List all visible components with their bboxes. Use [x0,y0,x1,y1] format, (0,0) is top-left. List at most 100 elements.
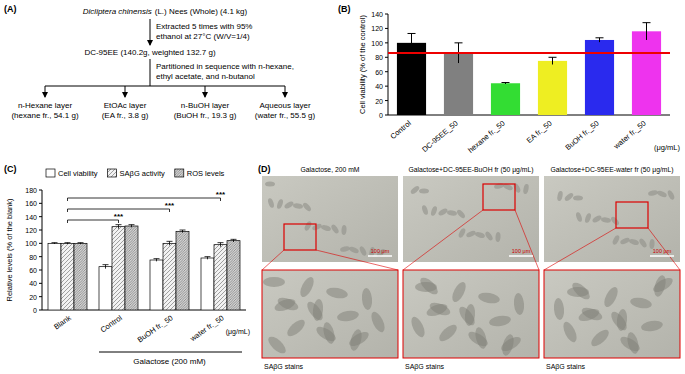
y-tick-label: 40 [29,280,37,287]
legend-label: ROS levels [187,169,225,178]
cell [410,185,421,195]
cell [447,210,458,216]
panel-label: (C) [4,164,17,174]
legend-swatch [46,169,55,177]
cell [267,197,275,208]
cell [456,304,477,328]
y-tick-label: 20 [29,294,37,301]
y-tick [39,283,42,284]
cell [312,299,324,322]
bar [538,61,567,115]
cell [369,310,388,334]
cell [336,309,359,323]
x-tick-label: Control [99,313,124,334]
cell [575,211,583,222]
zoom-line [403,210,483,270]
cell [418,275,441,297]
error-bar [596,38,604,42]
y-tick-label: 120 [371,25,383,32]
extract-label: DC-95EE (140.2g, weighted 132.7 g) [84,48,216,57]
bars [48,225,240,310]
cell [409,315,428,339]
micrograph [544,176,680,262]
significance-bracket [68,209,170,212]
error-bar [52,243,58,244]
bar [585,40,614,115]
y-tick [39,270,42,271]
error-bar [116,225,122,229]
chart-b: 020406080100120140ControlDC-95EE_50hexan… [358,11,680,155]
x-tick-label: water fr._50 [611,119,648,152]
cell [321,224,332,232]
cell [421,204,429,215]
bar [48,243,61,310]
cell [304,299,325,323]
scale-label: 100 μm [371,248,390,254]
y-axis [42,190,43,310]
bar [112,227,125,310]
cell [513,293,525,316]
source-text: (L.) Nees (Whole) (4.1 kg) [155,7,248,16]
legend-label: Cell viability [58,169,98,178]
panel-label: (D) [258,164,271,174]
cell [321,321,336,345]
cell [648,189,659,196]
error-bar [502,83,510,84]
cell [591,214,602,223]
cell [640,319,663,333]
cell [608,309,629,333]
y-tick-label: 80 [29,254,37,261]
x-tick-label: Blank [52,313,73,331]
cell [473,326,488,350]
y-tick [385,14,388,15]
y-tick-label: 120 [25,227,37,234]
arrow [205,86,206,97]
panel-label: (B) [338,4,351,14]
bar [491,83,520,115]
x-tick-label: hexane fr._50 [466,119,507,155]
cell [361,288,373,311]
y-tick [385,42,388,43]
cell [475,231,486,239]
y-tick-label: 60 [29,267,37,274]
unit-note: (μg/mL) [654,143,680,152]
y-tick-label: 0 [33,307,37,314]
cell [302,202,312,213]
legend-label: SAβG activity [120,169,165,178]
legend-swatch [175,169,184,177]
y-tick [385,115,388,116]
zoom-line [544,228,616,270]
cell [303,220,312,231]
scale-label: 100 μm [512,248,531,254]
significance-bracket [68,220,119,223]
y-tick-label: 100 [25,240,37,247]
error-bar [549,57,557,64]
y-axis-label: Cell viability (% of the control) [358,15,367,114]
cell [611,234,620,245]
cell [464,304,476,327]
x-tick-label: BuOH fr._50 [136,313,175,344]
cell [580,305,604,323]
y-tick [385,86,388,87]
cell [465,230,476,239]
y-tick [39,230,42,231]
y-tick [39,296,42,297]
arrow [150,19,151,45]
bar [163,243,176,310]
cell [456,209,466,220]
cell [298,275,317,299]
cell [619,237,630,246]
group-line [99,352,242,353]
layer-detail: (hexane fr., 54.1 g) [11,111,78,120]
reference-line [388,52,670,54]
y-tick-label: 180 [25,187,37,194]
zoom-box [483,184,515,210]
cell [330,223,340,234]
cell [457,227,466,238]
cell [495,232,501,242]
connector [45,86,285,87]
cell [557,191,564,202]
y-tick [39,216,42,217]
cell [265,182,275,187]
y-tick [385,57,388,58]
